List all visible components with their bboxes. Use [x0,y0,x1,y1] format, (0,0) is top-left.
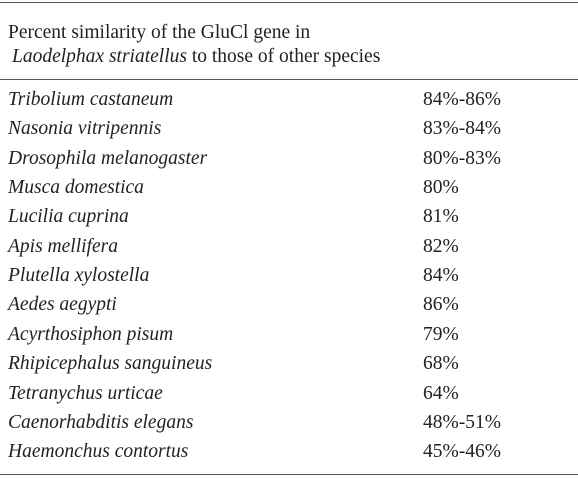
similarity-value: 86% [423,294,459,316]
header-rule [0,79,578,80]
similarity-value: 84%-86% [423,89,501,110]
caption-text: to those of other species [191,46,381,67]
species-name: Tribolium castaneum [8,89,174,110]
species-name: Apis mellifera [8,235,118,257]
bottom-rule [0,474,578,475]
species-name: Caenorhabditis elegans [8,411,194,433]
species-name: Aedes aegypti [8,294,117,316]
similarity-value: 45%-46% [423,441,501,463]
species-name: Haemonchus contortus [8,441,189,463]
caption-species: Laodelphax striatellus [12,46,187,67]
top-rule [0,2,578,3]
species-name: Rhipicephalus sanguineus [8,353,213,375]
species-name: Plutella xylostella [8,265,150,287]
species-name: Acyrthosiphon pisum [8,323,174,345]
species-name: Drosophila melanogaster [8,147,208,169]
similarity-value: 48%-51% [423,411,501,433]
similarity-value: 80%-83% [423,147,501,169]
similarity-value: 80% [423,177,459,199]
species-name: Lucilia cuprina [8,206,129,228]
species-name: Nasonia vitripennis [8,118,162,140]
similarity-value: 83%-84% [423,118,501,140]
similarity-value: 82% [423,235,459,257]
similarity-value: 68% [423,353,459,375]
similarity-value: 84% [423,265,459,287]
species-name: Musca domestica [8,177,144,199]
similarity-value: 79% [423,323,459,345]
similarity-value: 81% [423,206,459,228]
similarity-value: 64% [423,382,459,404]
caption-line: Laodelphax striatellus to those of other… [12,45,380,69]
species-name: Tetranychus urticae [8,382,163,404]
caption-line: Percent similarity of the GluCl gene in [8,22,311,43]
